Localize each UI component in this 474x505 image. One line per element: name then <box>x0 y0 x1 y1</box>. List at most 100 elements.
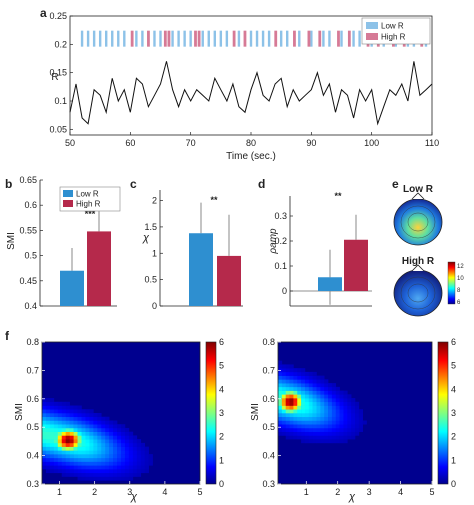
heatmap-cell <box>89 446 94 451</box>
pd-ytick-label: 0 <box>282 286 287 296</box>
heatmap-cell <box>347 413 352 418</box>
heatmap-cell <box>73 461 78 466</box>
heatmap-cell <box>101 472 106 477</box>
heatmap-cell <box>320 416 325 421</box>
heatmap-cell <box>312 386 317 391</box>
heatmap-cell <box>45 424 51 429</box>
low-r-stripe <box>80 30 84 47</box>
heatmap-cell <box>316 375 321 380</box>
heatmap-cell <box>316 413 321 418</box>
heatmap-cell <box>355 427 360 432</box>
heatmap-cell <box>339 398 344 403</box>
pf2-colorbar-label: 3 <box>451 408 456 418</box>
heatmap-cell <box>81 465 86 470</box>
high-r-stripe <box>337 30 340 47</box>
heatmap-cell <box>61 405 66 410</box>
heatmap-cell <box>293 409 298 414</box>
heatmap-cell <box>285 420 290 425</box>
panel-f-heatmap-high-r: SMI χ 1 2 3 4 5 0.3 0.4 0.5 0.6 0.7 0.8 0 1 2 3 4 5 6 <box>250 337 456 503</box>
heatmap-cell <box>328 420 333 425</box>
heatmap-cell <box>69 457 74 462</box>
heatmap-cell <box>101 469 106 474</box>
heatmap-cell <box>148 461 153 466</box>
heatmap-cell <box>328 390 333 395</box>
heatmap-cell <box>42 420 47 425</box>
heatmap-cell <box>73 435 78 440</box>
heatmap-cell <box>73 409 78 414</box>
heatmap-cell <box>304 439 310 444</box>
heatmap-cell <box>304 413 310 418</box>
topo-high-r-title: High R <box>402 256 435 267</box>
heatmap-cell <box>109 435 114 440</box>
heatmap-cell <box>77 446 82 451</box>
pf2-xtick-label: 2 <box>335 487 340 497</box>
heatmap-cell <box>293 368 298 373</box>
heatmap-cell <box>316 398 321 403</box>
heatmap-cell <box>53 424 59 429</box>
heatmap-cell <box>42 424 47 429</box>
pf1-colorbar-label: 4 <box>219 384 224 394</box>
heatmap-cell <box>49 416 55 421</box>
heatmap-cell <box>316 420 321 425</box>
heatmap-cell <box>347 401 352 406</box>
heatmap-cell <box>331 401 337 406</box>
heatmap-cell <box>105 446 110 451</box>
panel-d-bar-chart: ρamp ** 0 0.1 0.2 0.3 <box>268 191 372 307</box>
heatmap-cell <box>132 439 138 444</box>
heatmap-cell <box>61 442 66 447</box>
heatmap-cell <box>45 439 51 444</box>
heatmap-1-ylabel: SMI <box>14 403 25 421</box>
heatmap-cell <box>301 383 306 388</box>
heatmap-cell <box>121 431 126 436</box>
heatmap-cell <box>101 420 106 425</box>
heatmap-cell <box>312 424 317 429</box>
heatmap-cell <box>278 431 283 436</box>
heatmap-cell <box>136 457 142 462</box>
heatmap-cell <box>93 439 98 444</box>
heatmap-cell <box>144 461 149 466</box>
heatmap-cell <box>69 461 74 466</box>
heatmap-cell <box>97 450 102 455</box>
heatmap-cell <box>121 427 126 432</box>
heatmap-cell <box>331 435 337 440</box>
heatmap-cell <box>69 424 74 429</box>
heatmap-cell <box>293 405 298 410</box>
heatmap-cell <box>347 416 352 421</box>
heatmap-cell <box>113 450 118 455</box>
heatmap-cell <box>132 457 138 462</box>
high-r-stripe <box>194 30 197 47</box>
heatmap-cell <box>69 454 74 459</box>
heatmap-cell <box>136 461 142 466</box>
heatmap-cell <box>49 461 55 466</box>
heatmap-cell <box>316 427 321 432</box>
heatmap-cell <box>285 364 290 369</box>
heatmap-cell <box>113 476 118 481</box>
heatmap-cell <box>328 386 333 391</box>
heatmap-cell <box>289 424 294 429</box>
heatmap-cell <box>289 409 294 414</box>
heatmap-cell <box>304 424 310 429</box>
heatmap-cell <box>77 413 82 418</box>
pf1-ytick-label: 0.5 <box>26 422 39 432</box>
heatmap-cell <box>355 416 360 421</box>
high-r-stripe <box>293 30 296 47</box>
heatmap-cell <box>281 379 286 384</box>
heatmap-cell <box>89 409 94 414</box>
heatmap-cell <box>343 409 348 414</box>
heatmap-cell <box>293 383 298 388</box>
heatmap-cell <box>124 457 130 462</box>
heatmap-cell <box>128 465 134 470</box>
heatmap-cell <box>105 424 110 429</box>
heatmap-cell <box>121 454 126 459</box>
heatmap-cell <box>281 401 286 406</box>
heatmap-cell <box>293 371 298 376</box>
heatmap-cell <box>61 446 66 451</box>
heatmap-cell <box>304 420 310 425</box>
high-r-stripe <box>147 30 150 47</box>
heatmap-cell <box>335 424 340 429</box>
heatmap-cell <box>343 390 348 395</box>
heatmap-cell <box>128 472 134 477</box>
heatmap-cell <box>289 371 294 376</box>
heatmap-cell <box>61 454 66 459</box>
heatmap-cell <box>312 420 317 425</box>
